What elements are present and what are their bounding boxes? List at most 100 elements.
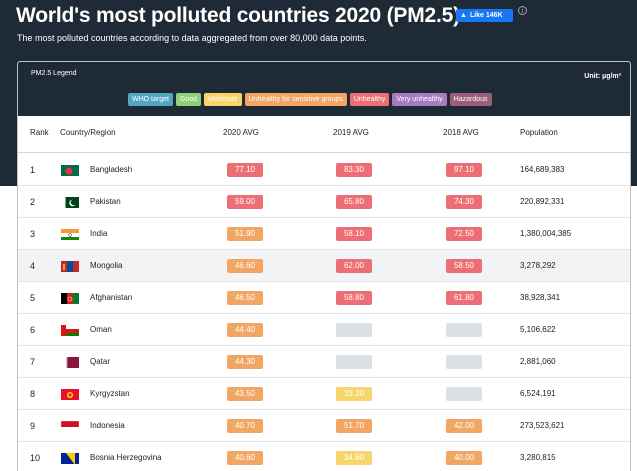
population-cell: 164,689,383 xyxy=(520,165,565,174)
table-row[interactable]: 9 Indonesia 40.70 51.70 42.00 273,523,621 xyxy=(18,410,630,442)
info-icon[interactable]: i xyxy=(518,6,527,15)
country-link[interactable]: Bosnia Herzegovina xyxy=(90,453,162,462)
table-row[interactable]: 7 Qatar 44.30 - - 2,881,060 xyxy=(18,346,630,378)
value-2020-badge: 43.50 xyxy=(227,387,263,401)
rank-cell: 3 xyxy=(30,229,36,239)
column-header-country[interactable]: Country/Region xyxy=(60,128,116,137)
value-2019-badge: 51.70 xyxy=(336,419,372,433)
column-header-2019-avg[interactable]: 2019 AVG xyxy=(333,128,369,137)
column-header-2018-avg[interactable]: 2018 AVG xyxy=(443,128,479,137)
table-row[interactable]: 10 Bosnia Herzegovina 40.60 34.60 40.00 3,280… xyxy=(18,442,630,471)
value-2019-badge: - xyxy=(336,323,372,337)
value-2020-badge: 40.70 xyxy=(227,419,263,433)
value-2020-badge: 77.10 xyxy=(227,163,263,177)
population-cell: 3,278,292 xyxy=(520,261,556,270)
rank-cell: 5 xyxy=(30,293,36,303)
rank-cell: 1 xyxy=(30,165,36,175)
table-row[interactable]: 5 Afghanistan 46.50 58.80 61.80 38,928,341 xyxy=(18,282,630,314)
country-link[interactable]: Afghanistan xyxy=(90,293,133,302)
population-cell: 3,280,815 xyxy=(520,453,556,462)
rank-cell: 9 xyxy=(30,421,36,431)
value-2019-badge: 62.00 xyxy=(336,259,372,273)
oman-flag-icon xyxy=(61,324,79,336)
value-2019-badge: 83.30 xyxy=(336,163,372,177)
population-cell: 2,881,060 xyxy=(520,357,556,366)
afghanistan-flag-icon xyxy=(61,292,79,304)
value-2018-badge: - xyxy=(446,355,482,369)
population-cell: 38,928,341 xyxy=(520,293,561,302)
value-2019-badge: 58.10 xyxy=(336,227,372,241)
bangladesh-flag-icon xyxy=(61,164,79,176)
value-2020-badge: 40.60 xyxy=(227,451,263,465)
country-link[interactable]: Indonesia xyxy=(90,421,125,430)
rank-cell: 2 xyxy=(30,197,36,207)
value-2019-badge: 65.80 xyxy=(336,195,372,209)
column-header-2020-avg[interactable]: 2020 AVG xyxy=(223,128,259,137)
bosnia-herzegovina-flag-icon xyxy=(61,452,79,464)
value-2018-badge: - xyxy=(446,387,482,401)
rank-cell: 6 xyxy=(30,325,36,335)
indonesia-flag-icon xyxy=(61,420,79,432)
rank-cell: 7 xyxy=(30,357,36,367)
value-2020-badge: 44.40 xyxy=(227,323,263,337)
value-2018-badge: - xyxy=(446,323,482,337)
pakistan-flag-icon xyxy=(61,196,79,208)
value-2020-badge: 51.90 xyxy=(227,227,263,241)
like-label: Like 146K xyxy=(469,12,503,19)
table-row[interactable]: 3 India 51.90 58.10 72.50 1,380,004,385 xyxy=(18,218,630,250)
mongolia-flag-icon xyxy=(61,260,79,272)
table-row[interactable]: 1 Bangladesh 77.10 83.30 97.10 164,689,383 xyxy=(18,154,630,186)
rank-cell: 4 xyxy=(30,261,36,271)
legend-chip: Moderate xyxy=(204,93,242,106)
unit-label: Unit: µg/m³ xyxy=(584,73,621,80)
value-2019-badge: 34.60 xyxy=(336,451,372,465)
country-link[interactable]: Kyrgyzstan xyxy=(90,389,130,398)
legend-chip: Very unhealthy xyxy=(392,93,447,106)
value-2019-badge: - xyxy=(336,355,372,369)
value-2018-badge: 61.80 xyxy=(446,291,482,305)
page-title: World's most polluted countries 2020 (PM… xyxy=(16,4,460,27)
value-2020-badge: 46.50 xyxy=(227,291,263,305)
value-2018-badge: 42.00 xyxy=(446,419,482,433)
value-2019-badge: 33.20 xyxy=(336,387,372,401)
table-row[interactable]: 6 Oman 44.40 - - 5,106,622 xyxy=(18,314,630,346)
legend-chip: Good xyxy=(175,93,202,106)
country-link[interactable]: Pakistan xyxy=(90,197,121,206)
rank-cell: 8 xyxy=(30,389,36,399)
country-link[interactable]: Oman xyxy=(90,325,112,334)
thumbs-up-icon: ▲ xyxy=(460,12,467,19)
population-cell: 273,523,621 xyxy=(520,421,565,430)
india-flag-icon xyxy=(61,228,79,240)
legend-chip: Hazardous xyxy=(449,93,492,106)
column-header-population[interactable]: Population xyxy=(520,128,558,137)
legend-chip: Unhealthy for sensitive groups xyxy=(244,93,347,106)
legend-chips: WHO target Good Moderate Unhealthy for sens… xyxy=(128,93,492,106)
kyrgyzstan-flag-icon xyxy=(61,388,79,400)
value-2018-badge: 40.00 xyxy=(446,451,482,465)
value-2018-badge: 97.10 xyxy=(446,163,482,177)
population-cell: 6,524,191 xyxy=(520,389,556,398)
legend-chip: Unhealthy xyxy=(349,93,390,106)
table-row[interactable]: 8 Kyrgyzstan 43.50 33.20 - 6,524,191 xyxy=(18,378,630,410)
value-2018-badge: 72.50 xyxy=(446,227,482,241)
pm25-legend: PM2.5 Legend Unit: µg/m³ WHO target Good M… xyxy=(18,62,630,116)
facebook-like-button[interactable]: ▲ Like 146K xyxy=(456,9,513,22)
legend-chip: WHO target xyxy=(128,93,173,106)
value-2018-badge: 74.30 xyxy=(446,195,482,209)
value-2020-badge: 44.30 xyxy=(227,355,263,369)
population-cell: 1,380,004,385 xyxy=(520,229,572,238)
value-2020-badge: 46.60 xyxy=(227,259,263,273)
country-link[interactable]: Qatar xyxy=(90,357,111,366)
column-header-rank[interactable]: Rank xyxy=(30,128,49,137)
table-header: Rank Country/Region 2020 AVG 2019 AVG 20… xyxy=(18,116,630,153)
country-link[interactable]: Bangladesh xyxy=(90,165,133,174)
country-link[interactable]: India xyxy=(90,229,108,238)
page-subtitle: The most polluted countries according to… xyxy=(17,33,367,43)
qatar-flag-icon xyxy=(61,356,79,368)
ranking-card: PM2.5 Legend Unit: µg/m³ WHO target Good M… xyxy=(17,61,631,471)
table-row[interactable]: 4 Mongolia 46.60 62.00 58.50 3,278,292 xyxy=(18,250,630,282)
value-2019-badge: 58.80 xyxy=(336,291,372,305)
country-link[interactable]: Mongolia xyxy=(90,261,123,270)
table-row[interactable]: 2 Pakistan 59.00 65.80 74.30 220,892,331 xyxy=(18,186,630,218)
legend-title: PM2.5 Legend xyxy=(31,70,77,77)
